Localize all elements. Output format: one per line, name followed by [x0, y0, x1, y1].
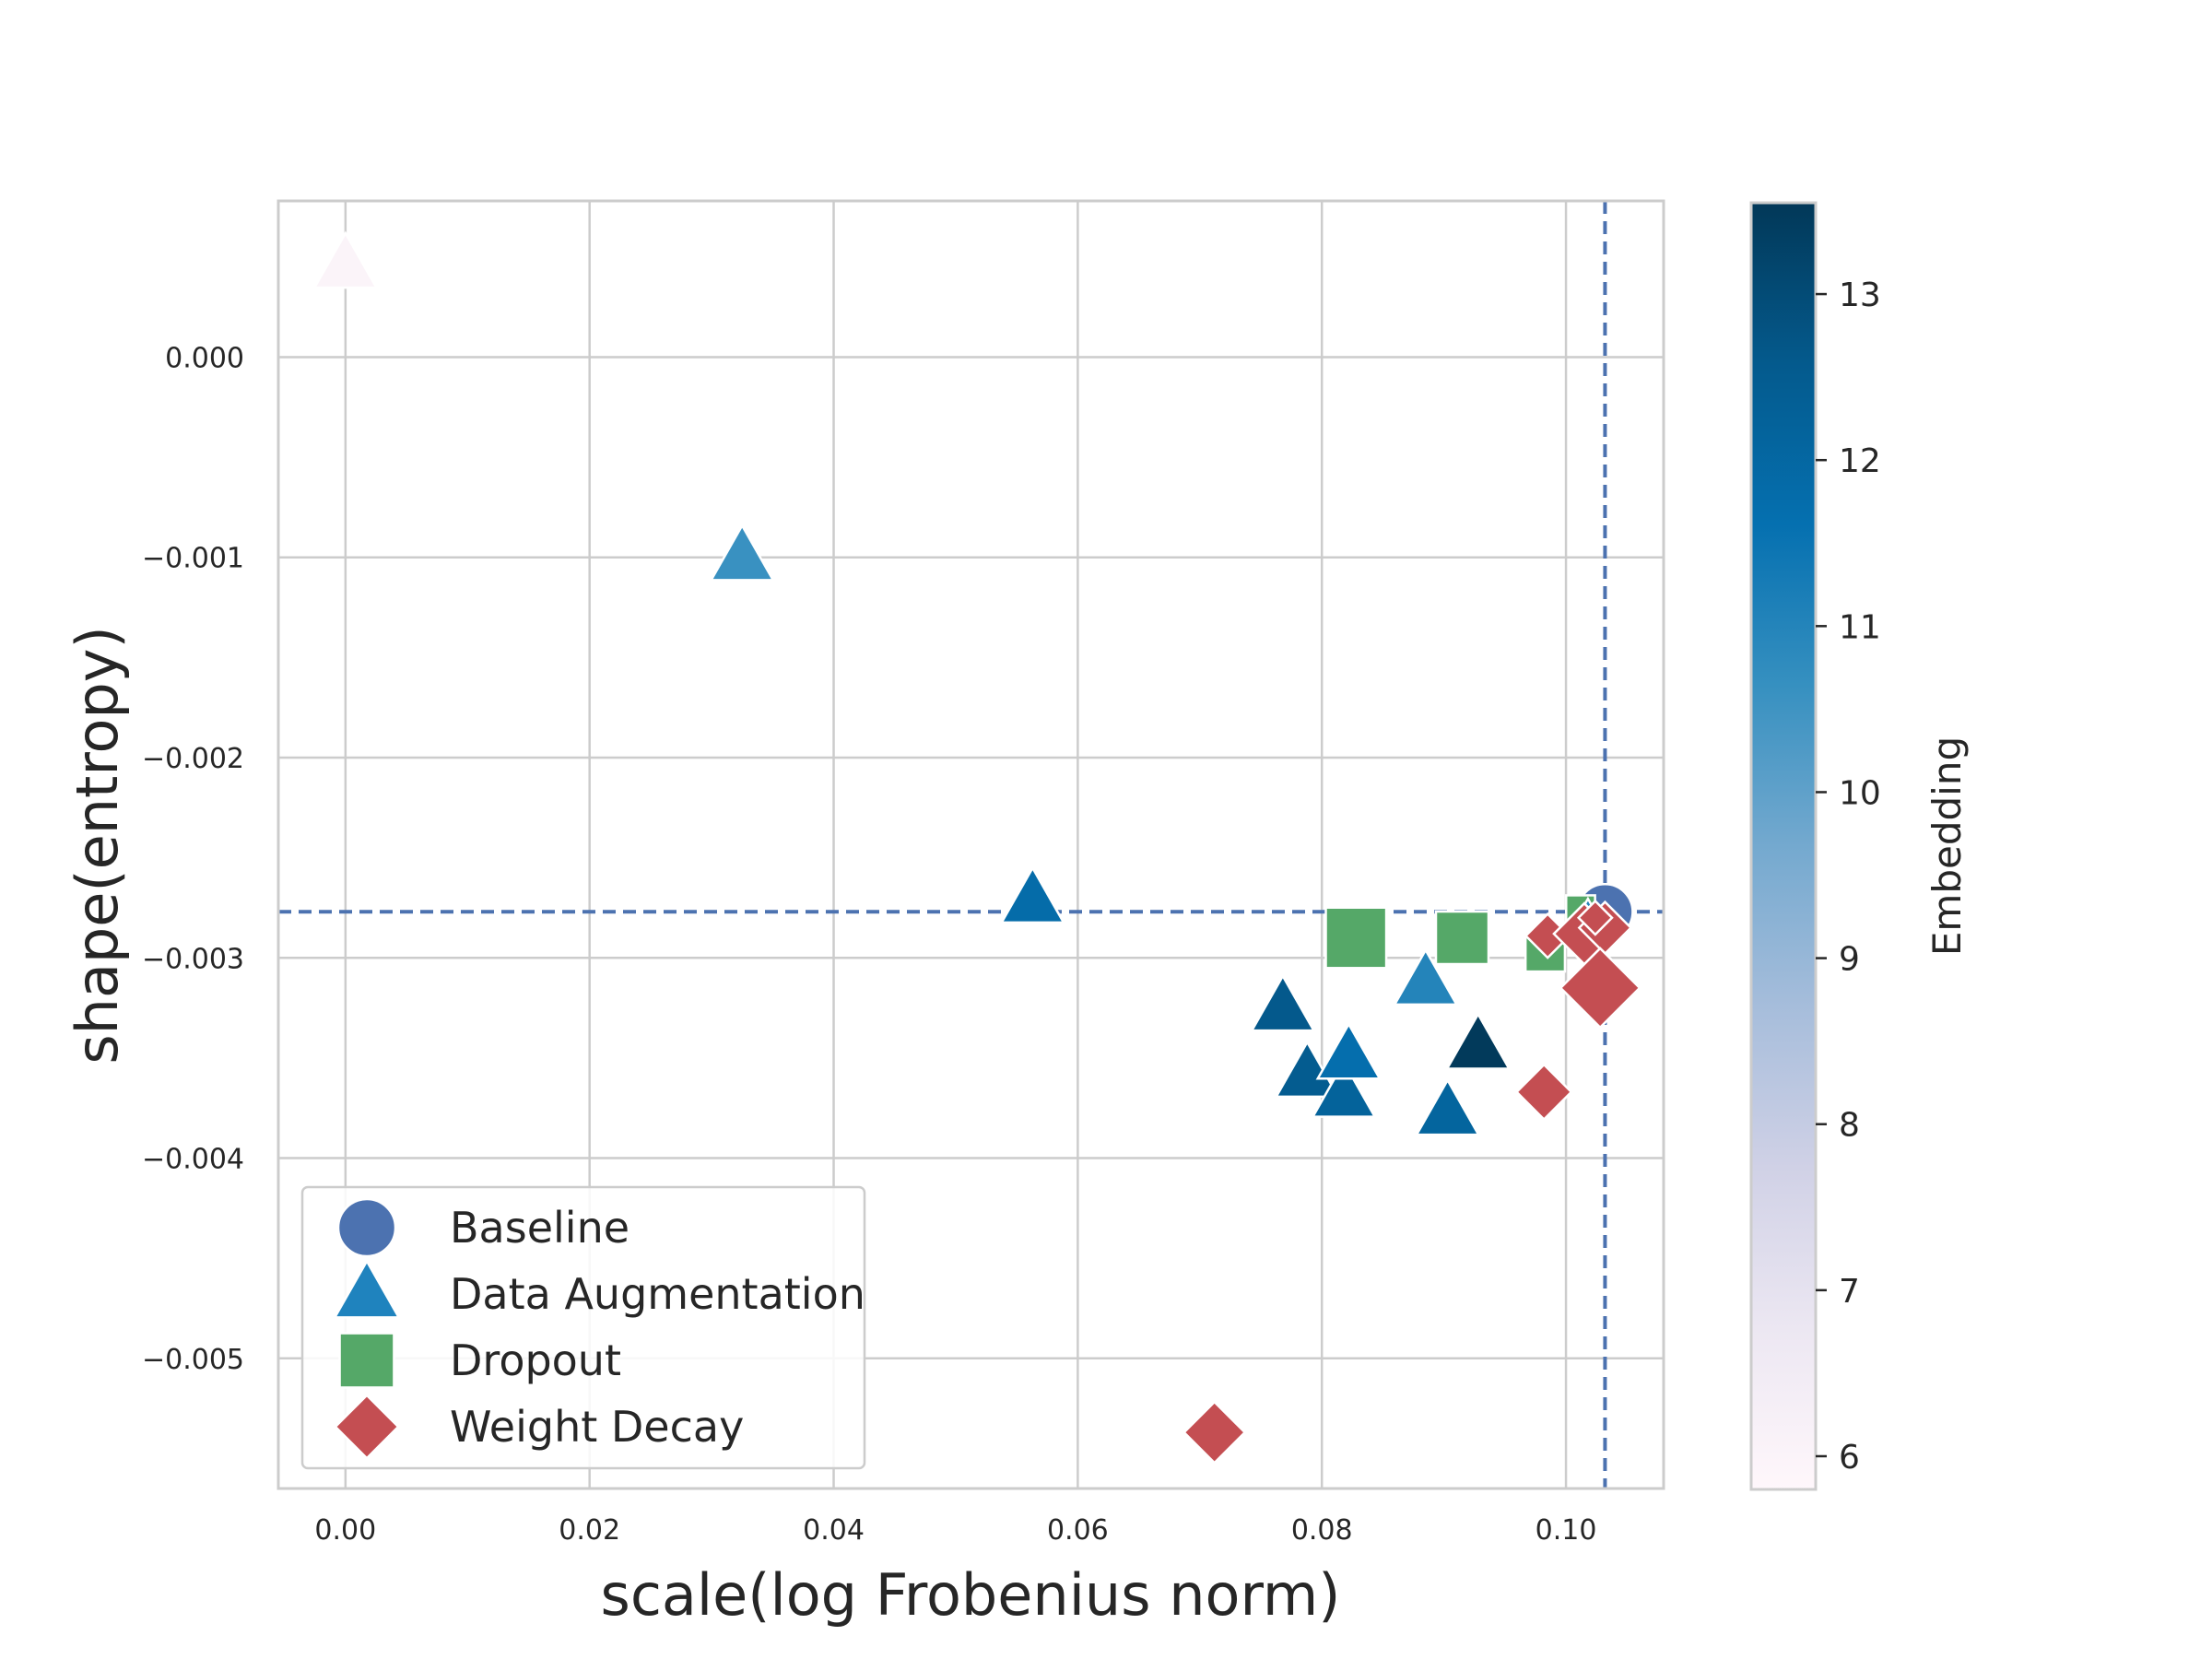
- x-tick-label: 0.02: [559, 1514, 620, 1547]
- series-weight-decay: [1182, 899, 1641, 1465]
- triangle-point: [709, 523, 775, 582]
- y-tick-labels: 0.000 −0.001 −0.002 −0.003 −0.004 −0.005: [142, 342, 244, 1375]
- diamond-point: [1514, 1063, 1573, 1122]
- x-tick-labels: 0.00 0.02 0.04 0.06 0.08 0.10: [314, 1514, 1596, 1547]
- x-tick-label: 0.04: [803, 1514, 865, 1547]
- y-tick-label: −0.004: [142, 1144, 244, 1176]
- colorbar-tick-label: 7: [1839, 1273, 1860, 1311]
- x-tick-label: 0.06: [1047, 1514, 1109, 1547]
- square-point: [1324, 906, 1388, 970]
- colorbar-tick-label: 13: [1839, 276, 1881, 314]
- y-tick-label: −0.002: [142, 743, 244, 775]
- colorbar-tick-label: 8: [1839, 1107, 1860, 1145]
- legend-label: Baseline: [450, 1203, 629, 1253]
- triangle-point: [1414, 1077, 1481, 1136]
- diamond-point: [1576, 899, 1614, 936]
- legend-box: [300, 1185, 866, 1470]
- data-points: [312, 230, 1641, 1465]
- colorbar-tick-label: 11: [1839, 608, 1881, 646]
- diamond-point: [1559, 947, 1641, 1030]
- x-tick-label: 0.10: [1535, 1514, 1597, 1547]
- legend: Baseline Data Augmentation Dropout Weight D…: [300, 1185, 866, 1470]
- triangle-point: [1311, 1059, 1377, 1118]
- plot-frame: [276, 199, 1665, 1490]
- colorbar-tick-label: 9: [1839, 941, 1860, 979]
- x-tick-label: 0.00: [314, 1514, 376, 1547]
- y-axis-title: shape(entropy): [64, 626, 131, 1064]
- colorbar: 6 7 8 9 10 11 12 13 Embedding: [1749, 201, 1970, 1491]
- y-tick-label: 0.000: [165, 342, 244, 374]
- legend-label: Dropout: [450, 1335, 621, 1385]
- y-tick-label: −0.005: [142, 1344, 244, 1376]
- legend-marker-triangle: [333, 1258, 401, 1319]
- colorbar-tick-label: 6: [1839, 1439, 1860, 1477]
- colorbar-label: Embedding: [1924, 736, 1970, 956]
- triangle-point: [1250, 973, 1316, 1032]
- series-data-augmentation: [312, 230, 1609, 1136]
- y-tick-label: −0.003: [142, 943, 244, 975]
- triangle-point: [312, 230, 379, 289]
- triangle-point: [1315, 1021, 1382, 1080]
- grid-lines: [278, 201, 1664, 1488]
- colorbar-frame: [1749, 201, 1818, 1491]
- square-point: [1434, 910, 1490, 966]
- x-tick-label: 0.08: [1291, 1514, 1353, 1547]
- x-axis-title: scale(log Frobenius norm): [601, 1561, 1341, 1629]
- triangle-point: [1393, 947, 1459, 1006]
- legend-marker-circle: [336, 1197, 397, 1258]
- colorbar-tick-label: 12: [1839, 442, 1881, 480]
- legend-marker-diamond: [334, 1394, 400, 1460]
- legend-label: Weight Decay: [450, 1402, 744, 1452]
- legend-marker-square: [338, 1332, 395, 1389]
- diamond-point: [1182, 1400, 1247, 1465]
- reference-lines: [278, 201, 1664, 1488]
- colorbar-fill: [1751, 203, 1816, 1489]
- legend-label: Data Augmentation: [450, 1269, 865, 1319]
- triangle-point: [999, 865, 1066, 924]
- triangle-point: [1444, 1011, 1512, 1070]
- colorbar-tick-label: 10: [1839, 774, 1881, 812]
- y-tick-label: −0.001: [142, 543, 244, 575]
